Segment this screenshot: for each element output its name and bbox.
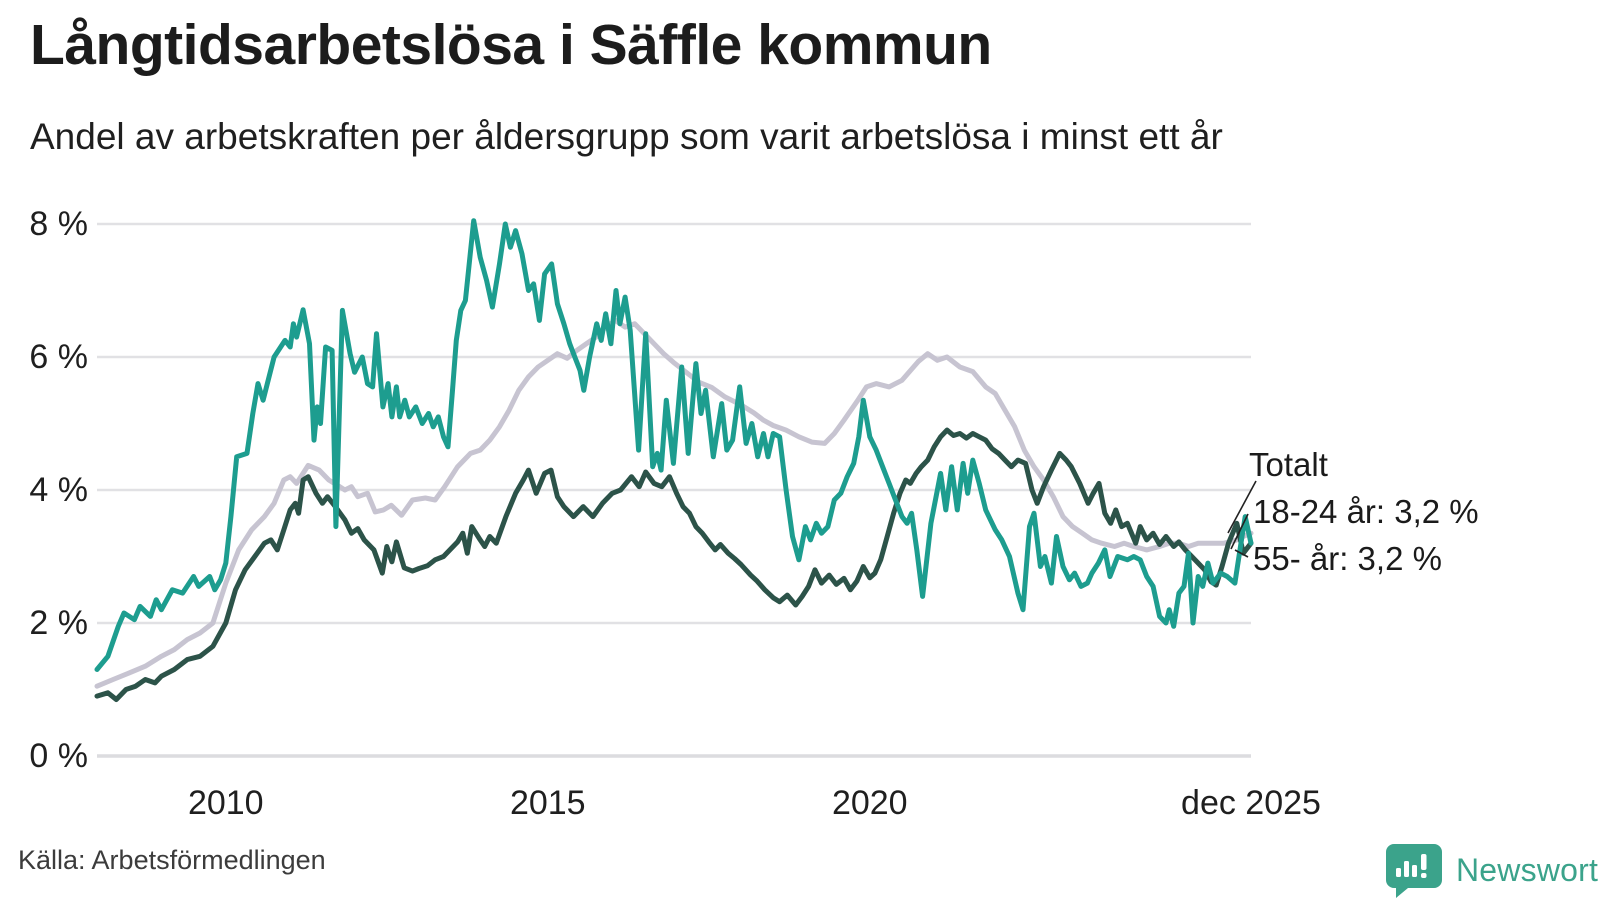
series-55- år — [94, 427, 1254, 702]
page-title: Långtidsarbetslösa i Säffle kommun — [30, 13, 992, 77]
x-tick-label: 2015 — [509, 784, 586, 822]
newsworthy-logo: Newsworthy — [1382, 842, 1600, 898]
series-Totalt — [94, 317, 1254, 689]
connector-18-24 — [1230, 513, 1249, 550]
end-label-55: 55- år: 3,2 % — [1253, 540, 1442, 577]
newsworthy-icon — [1386, 844, 1442, 898]
x-tick-label: dec 2025 — [1181, 784, 1321, 822]
y-tick-label: 2 % — [29, 604, 88, 642]
series-18-24 år — [94, 218, 1254, 672]
x-tick-label: 2010 — [187, 784, 264, 822]
x-tick-label: 2020 — [831, 784, 908, 822]
end-label-totalt: Totalt — [1249, 446, 1328, 483]
annotation-connectors — [1227, 480, 1257, 558]
newsworthy-wordmark: Newsworthy — [1456, 851, 1600, 888]
connector-totalt — [1227, 480, 1257, 534]
y-tick-label: 0 % — [29, 737, 88, 775]
y-tick-label: 6 % — [29, 338, 88, 376]
source-note: Källa: Arbetsförmedlingen — [18, 845, 326, 875]
connector-55 — [1234, 549, 1249, 558]
chart-subtitle: Andel av arbetskraften per åldersgrupp s… — [30, 116, 1223, 157]
end-label-18-24: 18-24 år: 3,2 % — [1253, 493, 1479, 530]
series-lines — [94, 218, 1254, 702]
y-tick-label: 4 % — [29, 471, 88, 509]
y-tick-label: 8 % — [29, 205, 88, 243]
